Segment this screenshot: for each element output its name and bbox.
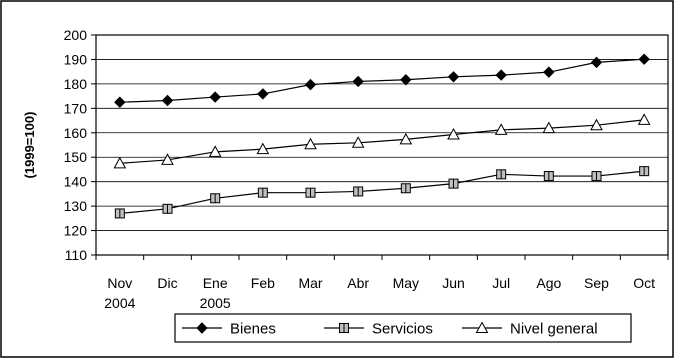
legend: Bienes Servicios Nivel general bbox=[174, 313, 632, 343]
series-group bbox=[113, 53, 651, 219]
data-point-nivel-general bbox=[590, 118, 603, 131]
data-point-bienes bbox=[590, 56, 603, 69]
data-point-bienes bbox=[543, 66, 555, 78]
y-tick-label: 140 bbox=[64, 174, 88, 190]
data-point-servicios bbox=[353, 186, 364, 197]
y-tick-label: 110 bbox=[65, 247, 88, 263]
data-point-servicios bbox=[210, 193, 221, 204]
series-line-nivel-general bbox=[119, 119, 645, 164]
x-tick-label: Jun bbox=[442, 275, 465, 291]
data-point-nivel-general bbox=[161, 153, 174, 165]
x-tick-label: Ago bbox=[536, 275, 561, 291]
y-tick-label: 180 bbox=[64, 76, 88, 92]
data-point-nivel-general bbox=[542, 121, 556, 134]
x-tick-label: Ene bbox=[203, 275, 228, 291]
y-axis-label: (1999=100) bbox=[22, 112, 37, 179]
y-tick-label: 120 bbox=[64, 223, 88, 239]
data-point-nivel-general bbox=[399, 132, 413, 145]
data-point-nivel-general bbox=[494, 123, 508, 135]
y-tick-label: 200 bbox=[64, 27, 88, 43]
data-point-servicios bbox=[114, 208, 125, 219]
legend-marker bbox=[475, 321, 489, 333]
series-nivel-general bbox=[113, 113, 651, 169]
data-point-servicios bbox=[591, 171, 602, 182]
data-point-bienes bbox=[114, 96, 126, 108]
x-tick-label: Oct bbox=[633, 275, 655, 291]
data-point-nivel-general bbox=[304, 137, 317, 150]
legend-label: Nivel general bbox=[510, 321, 598, 338]
legend-marker bbox=[339, 323, 349, 333]
legend-label: Bienes bbox=[230, 321, 276, 338]
data-point-bienes bbox=[304, 78, 317, 91]
data-point-bienes bbox=[495, 69, 507, 81]
data-point-servicios bbox=[400, 183, 411, 194]
data-point-bienes bbox=[400, 74, 412, 86]
plot-area-frame bbox=[95, 34, 669, 256]
data-point-servicios bbox=[543, 171, 554, 182]
y-tick-label: 160 bbox=[64, 125, 88, 141]
x-tick-label: Mar bbox=[298, 275, 322, 291]
y-tick-label: 150 bbox=[64, 149, 88, 165]
data-point-bienes bbox=[209, 91, 221, 103]
series-bienes bbox=[114, 53, 650, 108]
data-point-nivel-general bbox=[637, 113, 651, 125]
x-tick-label: Abr bbox=[347, 275, 369, 291]
y-tick-label: 190 bbox=[64, 51, 88, 67]
data-point-nivel-general bbox=[208, 145, 222, 157]
data-point-servicios bbox=[448, 178, 459, 189]
data-point-nivel-general bbox=[256, 142, 270, 155]
x-tick-label: Sep bbox=[584, 275, 609, 291]
data-point-bienes bbox=[638, 53, 650, 65]
x-tick-label-year: 2005 bbox=[200, 295, 231, 311]
legend-item-nivel-general: Nivel general bbox=[462, 321, 598, 338]
x-tick-label: Dic bbox=[157, 275, 177, 291]
data-point-nivel-general bbox=[351, 136, 365, 148]
legend-item-servicios: Servicios bbox=[324, 321, 433, 338]
legend-label: Servicios bbox=[372, 321, 433, 338]
data-point-servicios bbox=[257, 187, 268, 198]
data-point-bienes bbox=[257, 88, 269, 100]
data-point-bienes bbox=[161, 94, 174, 107]
legend-marker bbox=[196, 322, 208, 334]
x-axis-ticks: Nov 2004 Dic Ene 2005 Feb Mar Abr May Jun Jul Ago Se… bbox=[95, 255, 669, 311]
x-tick-label-year: 2004 bbox=[104, 295, 135, 311]
data-point-servicios bbox=[305, 187, 316, 198]
y-tick-label: 130 bbox=[64, 198, 88, 214]
series-servicios bbox=[114, 166, 650, 219]
legend-box bbox=[174, 313, 632, 343]
data-point-bienes bbox=[352, 75, 364, 88]
data-point-servicios bbox=[639, 166, 650, 177]
y-tick-label: 170 bbox=[64, 100, 88, 116]
data-point-nivel-general bbox=[113, 156, 127, 169]
y-axis-ticks: 110 120 130 140 150 160 170 180 190 200 bbox=[64, 27, 96, 263]
x-tick-label: Jul bbox=[492, 275, 510, 291]
x-tick-label: May bbox=[393, 275, 419, 291]
series-line-bienes bbox=[119, 58, 645, 103]
legend-item-bienes: Bienes bbox=[182, 321, 276, 338]
data-point-servicios bbox=[496, 169, 507, 180]
x-tick-label: Nov bbox=[107, 275, 132, 291]
data-point-servicios bbox=[162, 203, 173, 214]
data-point-bienes bbox=[447, 71, 460, 83]
data-point-nivel-general bbox=[447, 127, 460, 140]
x-tick-label: Feb bbox=[251, 275, 275, 291]
series-line-servicios bbox=[119, 170, 645, 215]
